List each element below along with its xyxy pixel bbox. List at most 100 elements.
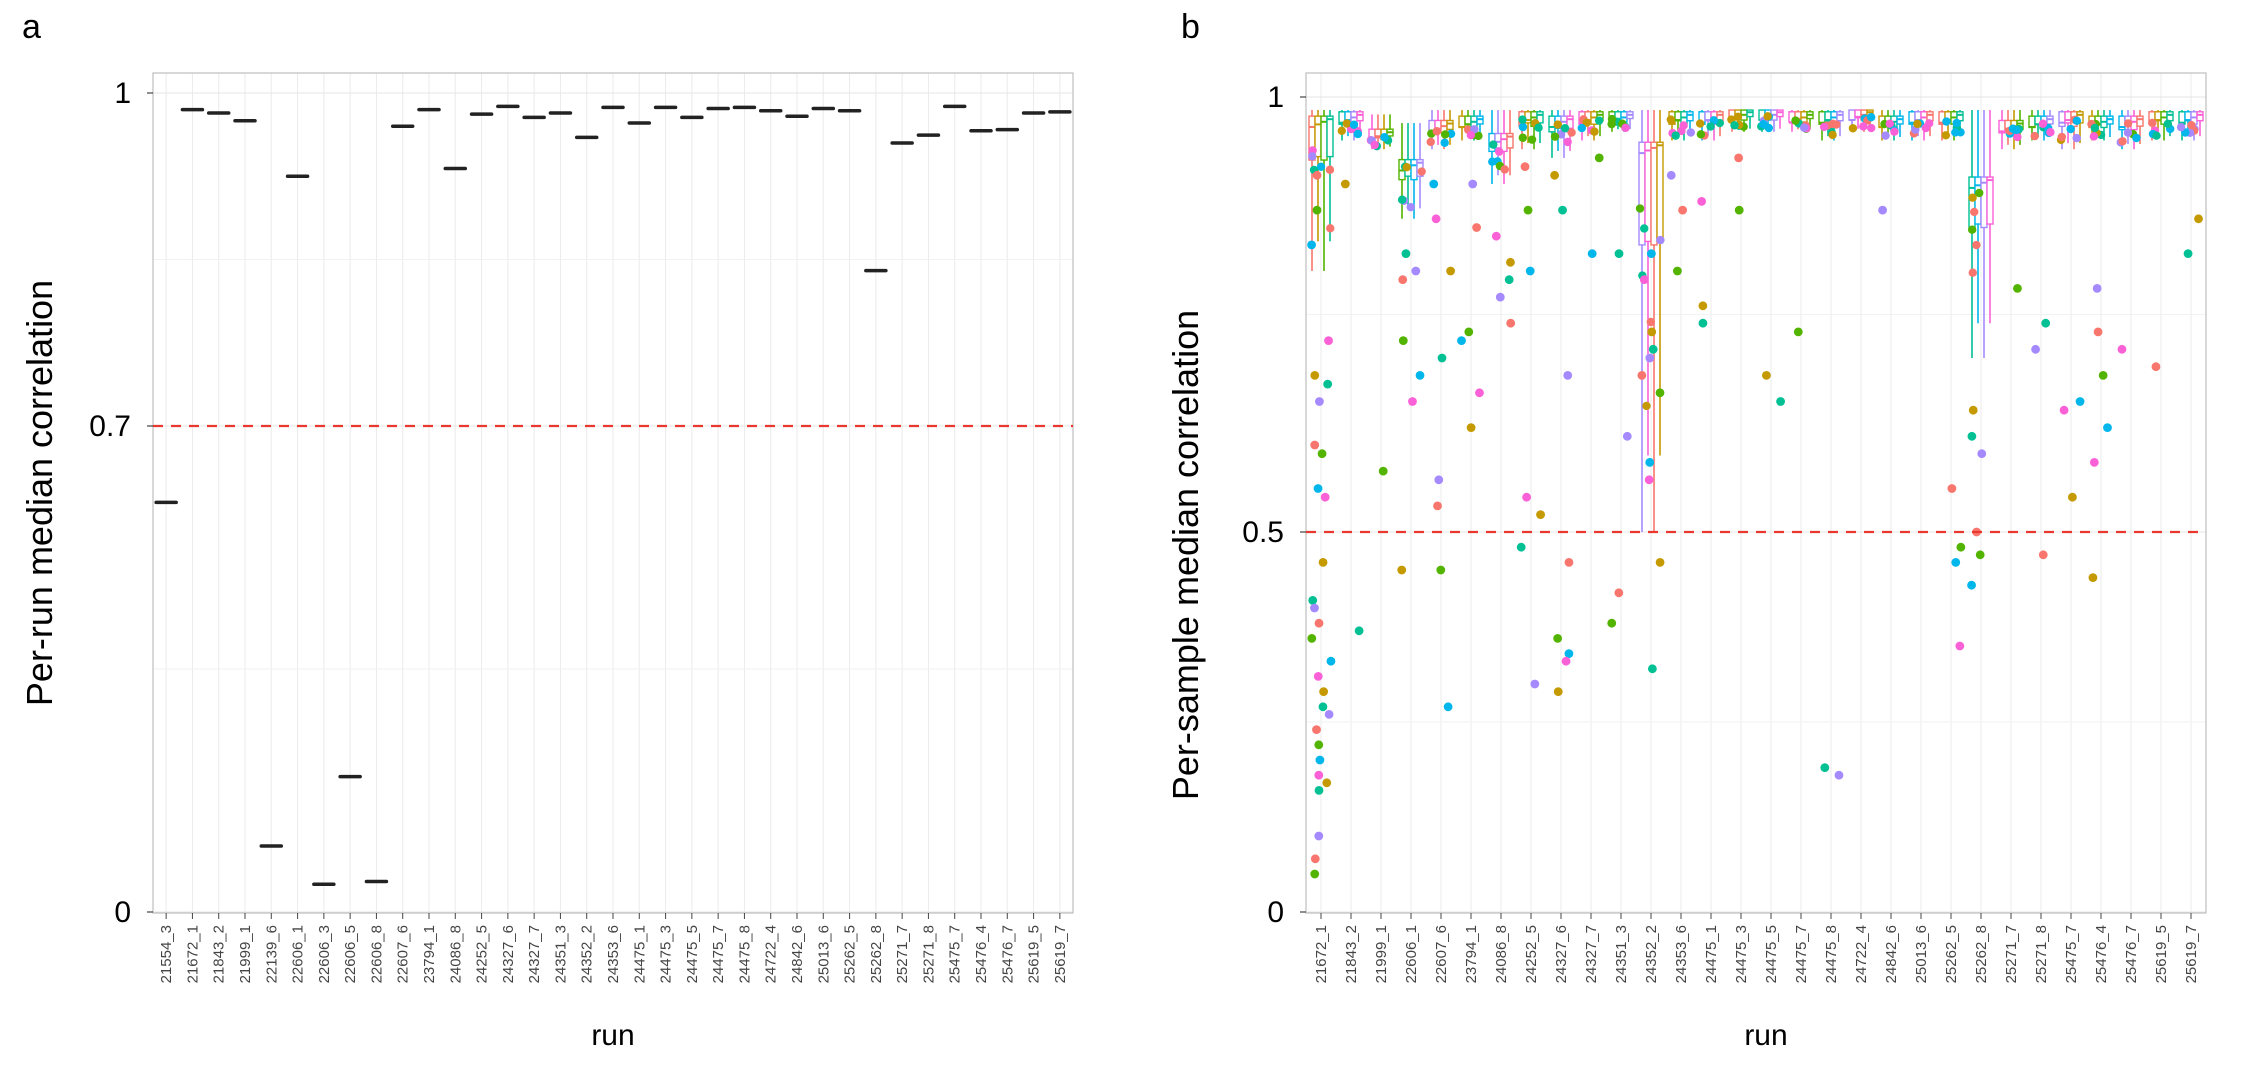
panel-b-point	[1489, 140, 1498, 149]
panel-a-x-tick-label: 24475_5	[684, 925, 701, 983]
panel-b-outlier-point	[1312, 170, 1322, 180]
panel-b-outlier-point	[1553, 634, 1563, 643]
panel-b-outlier-point	[1443, 702, 1453, 712]
panel-b-point	[1968, 268, 1977, 277]
panel-b-outlier-point	[1647, 327, 1657, 337]
panel-b-point	[1642, 401, 1651, 411]
panel-b-box	[1854, 109, 1862, 118]
panel-a-x-tick-label: 25262_5	[842, 925, 859, 983]
panel-b-outlier-point	[1622, 431, 1632, 441]
panel-b-outlier-point	[1645, 458, 1655, 467]
panel-b-outlier-point	[2041, 318, 2051, 328]
panel-b-point	[1828, 130, 1837, 140]
panel-b-box	[1326, 115, 1334, 158]
panel-a-x-tick-label: 22606_8	[368, 925, 385, 983]
panel-b-outlier-point	[1646, 249, 1656, 258]
panel-b-outlier-point	[1697, 197, 1707, 206]
panel-b-point	[1941, 131, 1951, 140]
panel-b-outlier-point	[1466, 423, 1476, 432]
panel-b-outlier-point	[1558, 205, 1567, 215]
panel-b-outlier-point	[1322, 778, 1332, 788]
panel-b-outlier-point	[1955, 641, 1965, 651]
panel-a-x-tick-label: 25619_7	[1052, 925, 1069, 983]
panel-a-y-axis-label: Per-run median correlation	[19, 280, 60, 706]
panel-b-point	[2118, 137, 2127, 146]
panel-b-point	[1671, 131, 1680, 140]
panel-b-box	[2136, 115, 2144, 127]
panel-a-x-tick-label: 24475_1	[631, 925, 648, 983]
panel-b-box	[2166, 111, 2174, 122]
panel-b-outlier-point	[1968, 405, 1978, 415]
panel-b-point	[1560, 123, 1570, 133]
panel-a-x-tick-label: 21999_1	[237, 925, 254, 983]
panel-b-point	[1967, 225, 1977, 234]
panel-a-marks	[153, 104, 1073, 886]
panel-b-outlier-point	[1951, 558, 1961, 567]
panel-b-outlier-point	[1878, 205, 1887, 215]
panel-b-outlier-point	[1314, 770, 1324, 780]
panel-a-x-tick-label: 24475_8	[736, 925, 753, 983]
panel-b-point	[1466, 130, 1476, 140]
panel-b-outlier-point	[1354, 626, 1364, 636]
panel-b-outlier-point	[2117, 344, 2127, 354]
panel-b-outlier-point	[1320, 492, 1330, 502]
panel-b-outlier-point	[1536, 510, 1545, 519]
panel-b-outlier-point	[1587, 249, 1597, 258]
panel-b-x-tick-label: 24351_3	[1613, 925, 1630, 983]
panel-b-x-tick-label: 24353_6	[1673, 925, 1690, 983]
panel-b-point	[1640, 224, 1649, 233]
panel-b-outlier-point	[1323, 379, 1333, 389]
panel-b-point	[1709, 116, 1719, 125]
panel-b-outlier-point	[1655, 558, 1665, 567]
panel-b-x-tick-label: 25619_5	[2153, 925, 2170, 983]
panel-b-point	[2013, 132, 2022, 142]
panel-b-outlier-point	[1310, 603, 1319, 613]
panel-b-x-tick-label: 25619_7	[2183, 925, 2200, 983]
panel-b-outlier-point	[1312, 205, 1322, 215]
panel-b-point	[1567, 128, 1576, 137]
panel-b-outlier-point	[1644, 475, 1654, 485]
panel-b-x-tick-label: 24327_7	[1583, 925, 1600, 983]
panel-b-outlier-point	[1504, 275, 1514, 285]
panel-b-point	[2090, 123, 2100, 133]
panel-b-outlier-point	[1776, 397, 1785, 406]
panel-b-box	[1356, 111, 1364, 122]
panel-a-x-tick-label: 25271_8	[920, 925, 937, 983]
panel-a-x-tick-label: 22606_5	[342, 925, 359, 983]
panel-a-x-tick-label: 25476_7	[999, 925, 1016, 983]
panel-b-outlier-point	[1314, 831, 1324, 841]
panel-b-outlier-point	[1472, 223, 1481, 232]
panel-b-point	[1590, 127, 1599, 136]
panel-b-box	[1458, 115, 1466, 129]
panel-b-x-tick-label: 24475_8	[1823, 925, 1840, 983]
panel-a-grid	[153, 73, 1073, 913]
panel-a-x-tick-label: 25475_7	[947, 925, 964, 983]
panel-b-box	[1986, 176, 1994, 225]
panel-b-box	[2064, 111, 2072, 124]
panel-b-outlier-point	[1310, 869, 1320, 879]
panel-b-point	[1763, 112, 1772, 121]
panel-b-outlier-point	[2038, 550, 2048, 560]
panel-b-outlier-point	[1313, 672, 1323, 681]
panel-b-point	[1417, 167, 1426, 176]
panel-b-outlier-point	[1324, 336, 1333, 345]
panel-b-y-tick-label: 1	[1267, 81, 1284, 114]
panel-b-outlier-point	[1411, 266, 1421, 276]
panel-b-point	[1791, 116, 1800, 125]
panel-b-outlier-point	[1475, 388, 1484, 398]
panel-b-x-tick-label: 24475_7	[1793, 925, 1810, 983]
panel-b-point	[1656, 235, 1665, 245]
panel-b-outlier-point	[1834, 770, 1844, 780]
panel-b-outlier-point	[1520, 162, 1530, 172]
panel-b-outlier-point	[1307, 240, 1316, 250]
panel-a: a 00.71 21554_3 21672_1 21843_2 21999_1 2213…	[19, 8, 1074, 1052]
panel-b-point	[1527, 135, 1537, 144]
panel-b-point	[2163, 119, 2173, 128]
panel-b-outlier-point	[1315, 397, 1324, 406]
panel-b: b 00.51 21672_1 21843_2 21999_1 22606_1 2260…	[1165, 8, 2207, 1052]
panel-b-y-axis-label: Per-sample median correlation	[1165, 310, 1206, 800]
panel-b-outlier-point	[1315, 755, 1325, 765]
panel-b-x-ticks: 21672_1 21843_2 21999_1 22606_1 22607_6 23794…	[1313, 913, 2200, 983]
panel-b-x-axis-label: run	[1744, 1019, 1787, 1052]
panel-b-outlier-point	[1561, 656, 1571, 666]
